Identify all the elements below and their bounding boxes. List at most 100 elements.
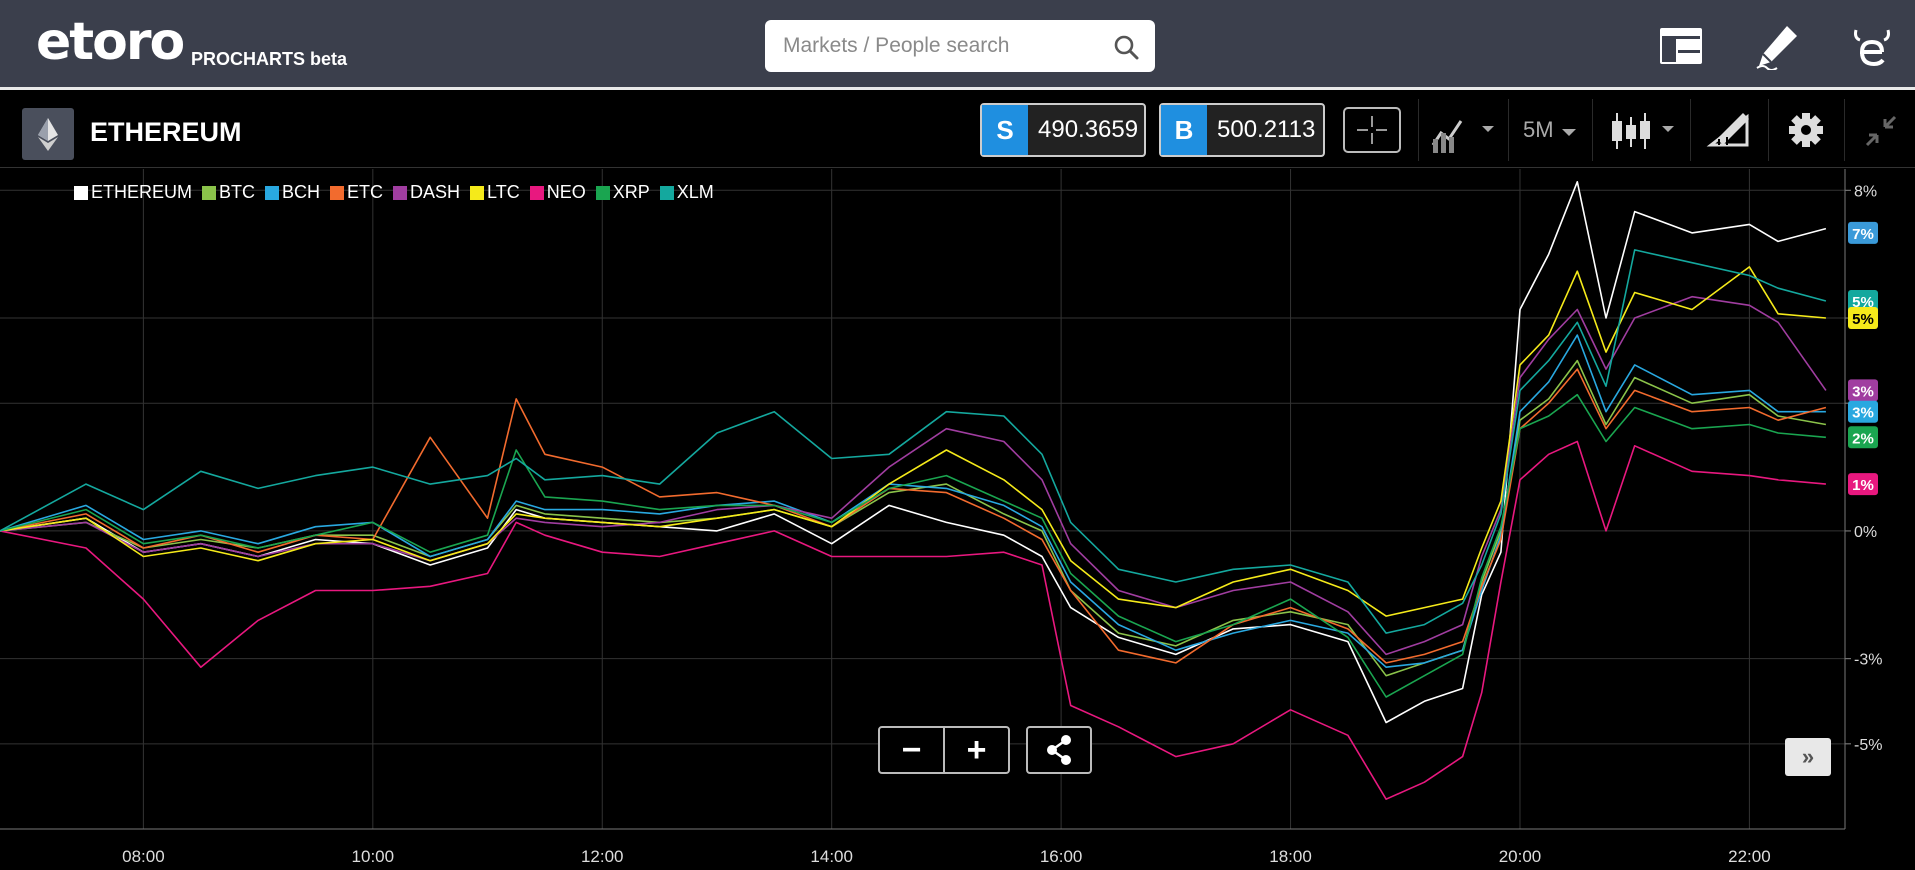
x-tick-label: 18:00 [1269, 847, 1312, 866]
series-line-bch [0, 334, 1826, 669]
timeframe-value: 5M [1522, 117, 1554, 142]
legend-label: ETC [347, 182, 384, 202]
buy-label: B [1161, 105, 1207, 155]
legend-label: XLM [676, 182, 714, 202]
instrument-toolbar: ETHEREUM S 490.3659 B 500.2113 5M [0, 93, 1915, 168]
legend-label: BTC [219, 182, 256, 202]
legend-swatch [202, 185, 217, 200]
legend-item-xrp[interactable]: XRP [595, 182, 650, 203]
series-line-ltc [0, 266, 1826, 617]
end-badge-bch [1848, 400, 1878, 423]
y-tick-label: 0% [1854, 524, 1877, 541]
legend-swatch [595, 185, 610, 200]
end-badge-ltc [1848, 307, 1878, 330]
legend-label: DASH [410, 182, 461, 202]
ethereum-icon [38, 118, 58, 151]
buy-price: 500.2113 [1217, 116, 1316, 143]
x-tick-label: 08:00 [122, 847, 165, 866]
series-line-etc [0, 368, 1827, 664]
end-badge-neo [1848, 473, 1878, 496]
settings-button[interactable] [1768, 99, 1842, 161]
legend-item-xlm[interactable]: XLM [659, 182, 714, 203]
sell-button[interactable]: S 490.3659 [980, 103, 1146, 157]
series-line-neo [0, 440, 1826, 801]
edit-icon[interactable] [1753, 22, 1801, 70]
end-badge-label: 5% [1852, 311, 1874, 328]
share-button[interactable] [1026, 726, 1092, 774]
candlestick-icon [1612, 113, 1674, 149]
top-header: etoro PROCHARTS beta [0, 0, 1915, 90]
x-tick-label: 10:00 [352, 847, 395, 866]
instrument-name: ETHEREUM [90, 117, 242, 147]
timeframe-dropdown[interactable]: 5M [1508, 99, 1590, 161]
search-box[interactable] [765, 20, 1155, 72]
sell-price: 490.3659 [1038, 116, 1139, 143]
legend-item-neo[interactable]: NEO [529, 182, 586, 203]
chart-type-dropdown[interactable] [1418, 99, 1506, 161]
legend-swatch [470, 185, 485, 200]
end-badge-dash [1848, 379, 1878, 402]
end-badge-label: 2% [1852, 430, 1874, 447]
layout-icon[interactable] [1657, 22, 1705, 70]
end-badge-label: 7% [1852, 226, 1874, 243]
settings-icon [1789, 113, 1823, 147]
candle-type-dropdown[interactable] [1592, 99, 1688, 161]
x-tick-label: 20:00 [1499, 847, 1542, 866]
price-chart[interactable]: 08:00 10:00 12:00 14:00 16:00 18:00 20:00 22:00… [0, 169, 1915, 870]
legend-swatch [393, 185, 408, 200]
sell-label: S [982, 105, 1028, 155]
drawing-tools-button[interactable] [1690, 99, 1766, 161]
series-line-dash [0, 295, 1827, 656]
series-line-xrp [0, 393, 1826, 698]
series-line-xlm [0, 249, 1827, 634]
end-badge-xrp [1848, 426, 1878, 449]
collapse-button[interactable] [1844, 99, 1915, 161]
legend-label: NEO [546, 182, 586, 202]
x-tick-label: 16:00 [1040, 847, 1083, 866]
legend-item-bch[interactable]: BCH [265, 182, 320, 203]
end-badge-xlm [1848, 290, 1878, 312]
legend-item-btc[interactable]: BTC [202, 182, 255, 203]
share-icon [1047, 735, 1071, 765]
ethereum-logo [22, 108, 74, 160]
legend-swatch [74, 185, 88, 200]
series-line-btc [0, 359, 1827, 677]
legend-swatch [265, 185, 280, 200]
legend-item-dash[interactable]: DASH [393, 182, 460, 203]
end-badge-label: 5% [1852, 294, 1874, 311]
y-tick-label: -3% [1854, 652, 1882, 669]
zoom-controls: − + [878, 726, 1010, 774]
legend-item-ethereum[interactable]: ETHEREUM [74, 182, 192, 203]
chart-legend: ETHEREUM BTC BCH ETC DASH LTC NEO XRP XLM [74, 182, 718, 203]
search-icon[interactable] [1113, 34, 1139, 60]
legend-swatch [659, 185, 674, 200]
collapse-icon [1865, 115, 1897, 147]
series-line-ethereum [0, 181, 1827, 724]
scroll-to-latest-button[interactable]: » [1785, 738, 1831, 776]
legend-label: BCH [282, 182, 321, 202]
etoro-logo[interactable]: etoro [36, 12, 185, 72]
end-badge-label: 1% [1852, 477, 1874, 494]
etoro-e-icon[interactable] [1848, 22, 1896, 70]
end-badge-label: 3% [1852, 405, 1874, 422]
drawing-tools-icon [1706, 113, 1749, 147]
legend-label: ETHEREUM [91, 182, 193, 202]
x-tick-label: 12:00 [581, 847, 624, 866]
legend-swatch [529, 185, 544, 200]
search-input[interactable] [783, 20, 1103, 72]
zoom-in-button[interactable]: + [943, 728, 1008, 772]
end-badge-ethereum [1848, 221, 1878, 244]
end-badge-label: 3% [1852, 383, 1874, 400]
legend-item-etc[interactable]: ETC [330, 182, 383, 203]
chevron-down-icon [1562, 128, 1576, 136]
legend-label: LTC [487, 182, 520, 202]
legend-item-ltc[interactable]: LTC [470, 182, 520, 203]
y-tick-label: -5% [1854, 737, 1882, 754]
buy-button[interactable]: B 500.2113 [1159, 103, 1325, 157]
product-label: PROCHARTS beta [191, 49, 348, 69]
y-tick-label: 8% [1854, 183, 1877, 200]
x-tick-label: 22:00 [1728, 847, 1771, 866]
x-tick-label: 14:00 [810, 847, 853, 866]
zoom-out-button[interactable]: − [901, 730, 922, 769]
crosshair-icon[interactable] [1343, 107, 1401, 153]
